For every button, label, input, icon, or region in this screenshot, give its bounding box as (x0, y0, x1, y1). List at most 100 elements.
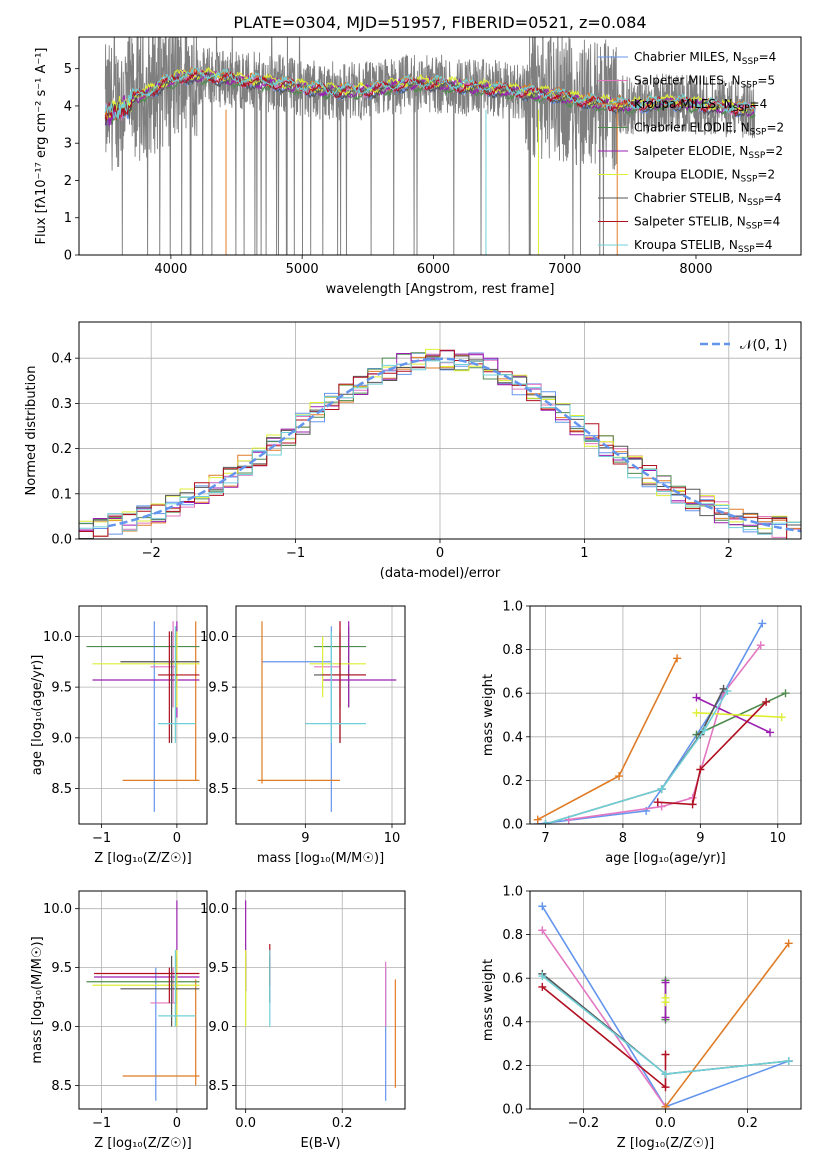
y-tick-label: 0.0 (502, 1103, 523, 1118)
x-tick-label: 0.2 (737, 1116, 758, 1131)
series-salp_stelib (657, 701, 767, 806)
y-tick-label: 9.5 (51, 961, 72, 976)
point-krou_stelib (158, 949, 196, 1027)
plot-area (538, 902, 793, 1109)
plot-residuals: −2 −1 0 1 2 0.0 0.1 0.2 0.3 0.4 (data-model)/error… (24, 321, 802, 581)
x-tick-label: 0 (436, 546, 444, 561)
marker-krou_miles (673, 654, 682, 663)
marker-krou_miles (784, 939, 793, 948)
series-salp_miles (568, 644, 762, 821)
y-tick-label: 1.0 (502, 600, 523, 615)
y-tick-label: 10.0 (200, 630, 229, 645)
y-tick-label: 1 (64, 211, 72, 226)
marker-krou_stelib (541, 820, 550, 824)
marker-salp_elodie (661, 978, 670, 987)
x-axis-label: E(B-V) (300, 1136, 340, 1151)
y-tick-label: 0.3 (51, 397, 72, 412)
grid (236, 606, 405, 824)
x-tick-label: −2 (142, 546, 161, 561)
x-tick-label: 2 (725, 546, 733, 561)
legend-entry-salp_elodie: Salpeter ELODIE, NSSP=2 (634, 144, 783, 161)
x-axis-label: mass [log₁₀(M/M☉)] (257, 851, 384, 866)
plot-age_vs_z: −1 0 8.5 9.0 9.5 10.0 Z [log₁₀(Z/Z☉)] age [log₁… (30, 605, 208, 866)
figure-title: PLATE=0304, MJD=51957, FIBERID=0521, z=0… (233, 13, 646, 32)
point-salp_stelib (158, 631, 200, 743)
point-krou_elodie (92, 631, 200, 708)
point-krou_elodie (309, 636, 366, 698)
y-tick-label: 0.6 (502, 687, 523, 702)
y-axis-label: mass weight (481, 959, 496, 1041)
marker-salp_stelib (661, 1083, 670, 1092)
legend: Chabrier MILES, NSSP=4 Salpeter MILES, NS… (598, 50, 784, 255)
legend-entry-salp_stelib: Salpeter STELIB, NSSP=4 (634, 215, 780, 232)
marker-salp_miles (756, 641, 765, 650)
x-axis-label: Z [log₁₀(Z/Z☉)] (94, 851, 191, 866)
plot-weight_vs_age: 7 8 9 10 0.0 0.2 0.4 0.6 0.8 1.0 age [log₁₀(age/yr… (481, 600, 802, 866)
y-axis-label: Flux [fλ10⁻¹⁷ erg cm⁻² s⁻¹ A⁻¹] (34, 48, 49, 245)
plot-area (257, 621, 397, 812)
normal-curve (107, 357, 801, 533)
plot-area (245, 900, 396, 1101)
x-tick-label: 0 (173, 1116, 181, 1131)
marker-salp_elodie (692, 693, 701, 702)
x-tick-label: −1 (286, 546, 305, 561)
point-chab_elodie (86, 955, 200, 1003)
y-tick-label: 10.0 (43, 630, 72, 645)
x-tick-label: 0 (173, 831, 181, 846)
point-chab_miles (262, 626, 332, 812)
y-tick-label: 0.2 (502, 1059, 523, 1074)
y-tick-label: 0.0 (51, 533, 72, 548)
marker-salp_miles (657, 802, 666, 811)
y-tick-label: 0.4 (502, 1015, 523, 1030)
y-tick-label: 0.4 (51, 352, 72, 367)
x-tick-label: 10 (769, 831, 786, 846)
point-krou_stelib (305, 631, 366, 743)
plot-area (533, 619, 790, 824)
point-chab_stelib (120, 631, 200, 743)
x-tick-label: 1 (580, 546, 588, 561)
x-tick-label: 7000 (548, 262, 581, 277)
marker-krou_miles (661, 1102, 670, 1109)
y-tick-label: 10.0 (200, 902, 229, 917)
marker-krou_stelib (661, 1070, 670, 1079)
plot-area (86, 900, 200, 1101)
y-tick-label: 8.5 (51, 1079, 72, 1094)
grid (79, 606, 207, 824)
plot-mass_vs_z: −1 0 8.5 9.0 9.5 10.0 Z [log₁₀(Z/Z☉)] mass [log… (30, 890, 208, 1151)
x-tick-label: 9 (696, 831, 704, 846)
x-axis-label: Z [log₁₀(Z/Z☉)] (617, 1136, 714, 1151)
series-salp_miles (541, 929, 667, 1108)
plot-mass_vs_ebv: 0.0 0.2 8.5 9.0 9.5 10.0 E(B-V) (200, 890, 406, 1151)
x-axis-label: age [log₁₀(age/yr)] (605, 851, 726, 866)
grid (236, 891, 405, 1109)
marker-krou_elodie (777, 713, 786, 722)
plot-area (104, 37, 756, 255)
y-axis-label: age [log₁₀(age/yr)] (30, 655, 45, 776)
y-tick-label: 9.5 (208, 961, 229, 976)
y-tick-label: 9.5 (51, 681, 72, 696)
point-chab_elodie (86, 626, 200, 688)
y-tick-label: 9.0 (208, 731, 229, 746)
y-tick-label: 0.1 (51, 487, 72, 502)
marker-salp_stelib (538, 982, 547, 991)
marker-krou_elodie (661, 993, 670, 1002)
marker-krou_stelib (784, 1057, 793, 1066)
plot-weight_vs_z: −0.2 0.0 0.2 0.0 0.2 0.4 0.6 0.8 1.0 Z [log₁₀(Z/Z… (481, 885, 802, 1151)
y-tick-label: 0.6 (502, 972, 523, 987)
axes-frame (235, 890, 406, 1110)
legend-entry-krou_miles: Kroupa MILES, NSSP=4 (634, 97, 767, 114)
y-tick-label: 2 (64, 174, 72, 189)
y-tick-label: 10.0 (43, 902, 72, 917)
series-krou_stelib (545, 690, 729, 824)
marker-salp_stelib (661, 1050, 670, 1059)
legend: 𝒩(0, 1) (700, 338, 787, 353)
legend-entry-krou_stelib: Kroupa STELIB, NSSP=4 (634, 238, 772, 255)
marker-krou_miles (615, 772, 624, 781)
y-axis-label: mass [log₁₀(M/M☉)] (30, 936, 45, 1063)
x-tick-label: 8 (619, 831, 627, 846)
series-chab_miles (537, 623, 763, 824)
y-tick-label: 9.0 (51, 731, 72, 746)
x-tick-label: 7 (541, 831, 549, 846)
x-tick-label: 8000 (679, 262, 712, 277)
